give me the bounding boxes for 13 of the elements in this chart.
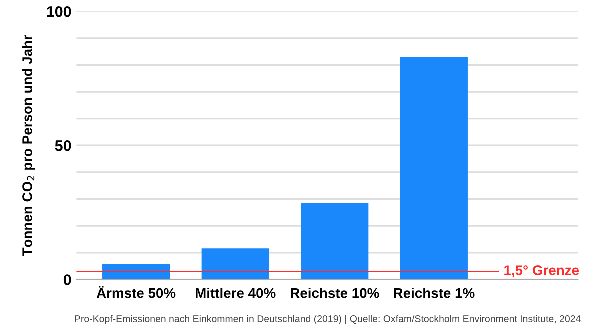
ref-line-label: 1,5° Grenze (504, 266, 580, 278)
x-tick-label: Mittlere 40% (196, 288, 276, 298)
y-axis-title: Tonnen CO$_{2}$ pro Person und Jahr (22, 35, 36, 256)
text: Pro-Kopf-Emissionen nach Einkommen in Deutschland (2019) | Quelle: Oxfam/Stockholm Environment Institute, 2024 (75, 315, 581, 324)
y-tick-label: 0 (64, 274, 72, 286)
x-tick-label: Reichste 1% (394, 288, 475, 298)
bar (301, 203, 369, 280)
y-tick-label: 50 (55, 140, 72, 152)
bar (202, 248, 270, 280)
y-tick-label: 100 (47, 6, 72, 18)
x-tick-label: Ärmste 50% (96, 286, 176, 298)
bar (400, 57, 468, 280)
x-tick-label: Reichste 10% (291, 288, 380, 298)
